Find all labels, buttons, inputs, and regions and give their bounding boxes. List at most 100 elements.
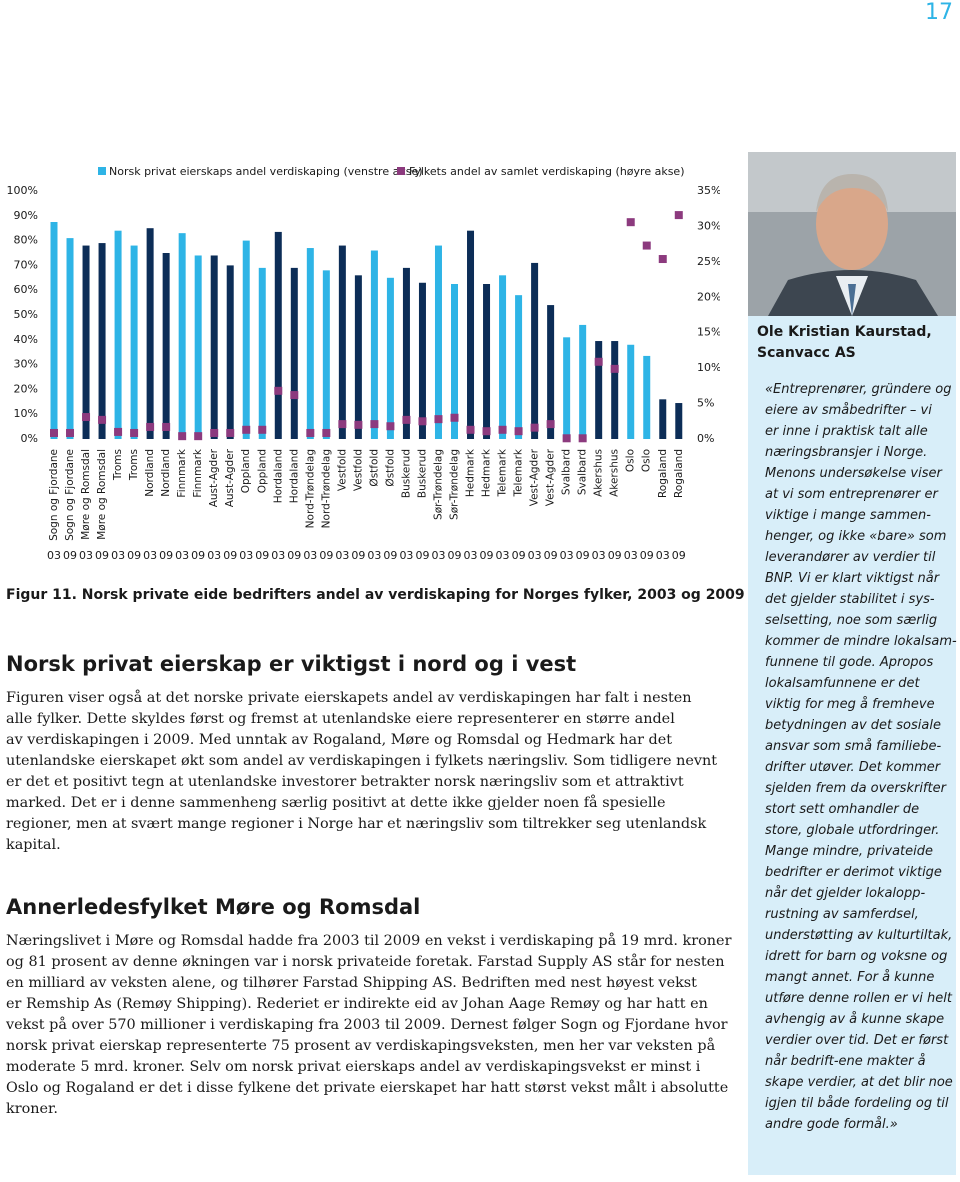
x-tick-label: Troms (128, 449, 140, 481)
sidebar (748, 152, 956, 1175)
marker (434, 415, 443, 424)
paragraph: Figuren viser også at det norske private… (6, 688, 717, 856)
legend-label: Norsk privat eierskaps andel verdiskapin… (109, 165, 423, 178)
y2-tick-label: 0% (697, 432, 714, 445)
marker (274, 386, 283, 395)
quote-line: «Entreprenører, gründere og (765, 382, 952, 397)
year-label: 03 (143, 549, 157, 562)
bar (627, 344, 635, 439)
marker (194, 432, 203, 441)
y-tick-label: 50% (14, 308, 38, 321)
bar (611, 341, 619, 439)
quote-line: store, globale utfordringer. (765, 823, 940, 838)
year-label: 03 (464, 549, 478, 562)
year-label: 09 (448, 549, 462, 562)
marker (514, 427, 523, 436)
bar (242, 240, 250, 439)
text-line: marked. Det er i denne sammenheng særlig… (6, 795, 666, 811)
bar (290, 267, 298, 439)
page-number: 17 (925, 0, 953, 25)
year-label: 09 (159, 549, 173, 562)
marker (418, 417, 427, 426)
year-label: 03 (111, 549, 125, 562)
year-label: 09 (351, 549, 365, 562)
x-tick-label: Vestfold (352, 449, 364, 491)
year-label: 03 (335, 549, 349, 562)
x-tick-label: Hedmark (481, 448, 493, 497)
x-tick-label: Aust-Agder (224, 448, 236, 507)
bar (66, 238, 74, 439)
marker (482, 427, 491, 436)
x-tick-label: Telemark (513, 448, 525, 497)
bar (82, 245, 90, 439)
year-label: 09 (383, 549, 397, 562)
marker (594, 357, 603, 366)
year-label: 09 (544, 549, 558, 562)
year-label: 03 (175, 549, 189, 562)
y2-tick-label: 5% (697, 397, 714, 410)
x-tick-label: Hordaland (272, 449, 284, 503)
marker (226, 428, 235, 437)
text-line: norsk privat eierskap representerte 75 p… (6, 1038, 716, 1054)
x-tick-label: Vest-Agder (545, 448, 557, 506)
quote-line: er inne i praktisk talt alle (765, 424, 928, 439)
text-line: og 81 prosent av denne økningen var i no… (6, 954, 725, 970)
marker (66, 428, 75, 437)
x-tick-label: Oslo (625, 449, 637, 472)
quote-line: mangt annet. For å kunne (765, 970, 935, 985)
quote-line: når det gjelder lokalopp- (765, 886, 926, 901)
x-tick-label: Telemark (497, 448, 509, 497)
year-label: 09 (608, 549, 622, 562)
year-label: 03 (656, 549, 670, 562)
quote-line: skape verdier, at det blir noe (765, 1075, 953, 1090)
quote-line: utføre denne rollen er vi helt (765, 991, 952, 1006)
bar (579, 324, 587, 439)
bar (274, 231, 282, 439)
marker (98, 415, 107, 424)
year-label: 09 (63, 549, 77, 562)
text-line: av verdiskapingen i 2009. Med unntak av … (6, 732, 673, 748)
text-line: kapital. (6, 837, 61, 853)
bar (50, 222, 58, 439)
x-tick-label: Buskerud (416, 449, 428, 498)
quote-line: understøtting av kulturtiltak, (765, 928, 953, 943)
text-line: Figuren viser også at det norske private… (6, 690, 692, 706)
quote-line: bedrifter er derimot viktige (765, 865, 942, 880)
bar (98, 243, 106, 439)
x-tick-label: Møre og Romsdal (80, 449, 92, 540)
year-label: 09 (576, 549, 590, 562)
marker (290, 391, 299, 400)
marker (242, 425, 251, 434)
year-label: 09 (415, 549, 429, 562)
y-tick-label: 90% (14, 209, 38, 222)
x-tick-label: Oslo (641, 449, 653, 472)
bar (162, 253, 170, 439)
x-tick-label: Oppland (240, 449, 252, 493)
marker (130, 428, 139, 437)
text-line: moderate 5 mrd. kroner. Selv om norsk pr… (6, 1059, 701, 1075)
bar (354, 275, 362, 439)
bar (467, 230, 475, 439)
bar (515, 295, 523, 439)
text-line: alle fylker. Dette skyldes først og frem… (6, 711, 675, 727)
quote-line: ansvar som små familiebe- (765, 739, 942, 754)
text-line: Oslo og Rogaland er det i disse fylkene … (6, 1080, 729, 1096)
bar (338, 245, 346, 439)
legend-label: Fylkets andel av samlet verdiskaping (hø… (409, 165, 684, 178)
bar (306, 248, 314, 439)
x-tick-label: Sør-Trøndelag (449, 449, 461, 520)
bar (659, 399, 667, 439)
legend-swatch (397, 167, 405, 175)
bar (178, 233, 186, 439)
marker (114, 427, 123, 436)
person: Ole Kristian Kaurstad, Scanvacc AS (757, 322, 932, 364)
bar (370, 250, 378, 439)
bar (146, 228, 154, 439)
year-label: 09 (512, 549, 526, 562)
year-label: 03 (79, 549, 93, 562)
quote-line: Menons undersøkelse viser (765, 466, 942, 481)
marker (498, 425, 507, 434)
quote: «Entreprenører, gründere og eiere av småb… (765, 379, 957, 1135)
marker (338, 420, 347, 429)
